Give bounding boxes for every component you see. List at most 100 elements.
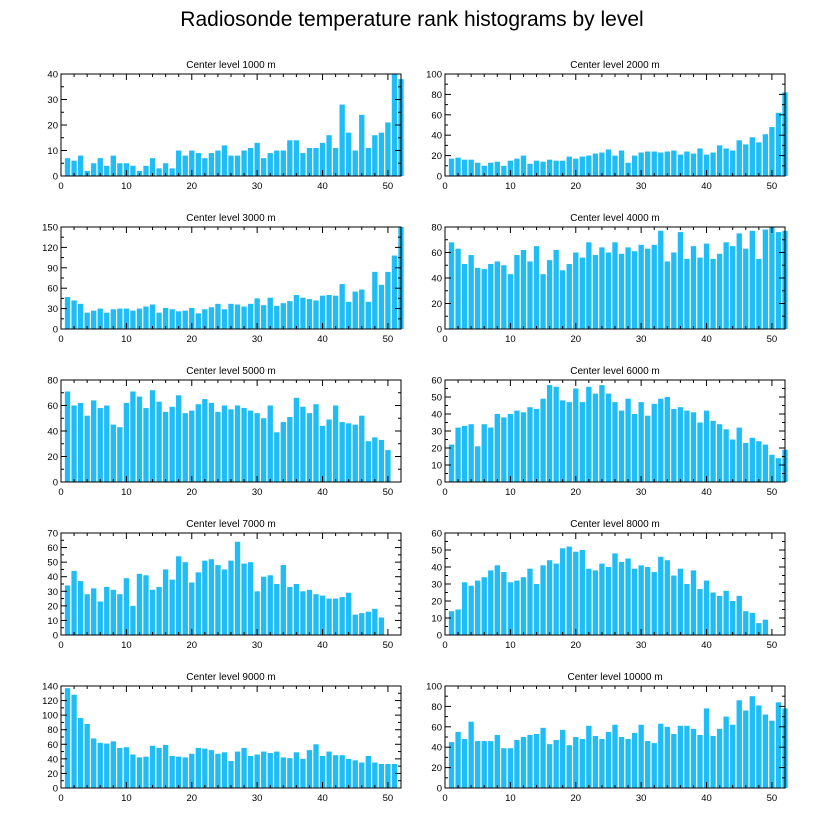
bar: [501, 165, 507, 176]
bar: [671, 408, 677, 482]
x-tick-label: 10: [505, 640, 516, 651]
y-tick-label: 140: [42, 682, 58, 693]
bar: [671, 575, 677, 635]
bar: [677, 407, 684, 482]
bar: [130, 605, 136, 635]
bar: [690, 728, 697, 788]
x-tick-label: 40: [701, 181, 712, 192]
panel-title: Center level 3000 m: [186, 213, 276, 224]
bar: [645, 741, 651, 788]
bar: [533, 160, 540, 176]
bar: [448, 242, 455, 329]
y-tick-label: 60: [47, 284, 58, 295]
bar: [130, 754, 136, 788]
panel-title: Center level 4000 m: [570, 213, 660, 224]
bar: [300, 591, 306, 635]
bar: [546, 744, 553, 788]
bar: [287, 416, 293, 482]
bar: [749, 230, 755, 329]
bar: [756, 258, 762, 329]
bar: [372, 762, 378, 788]
bar: [775, 702, 782, 788]
bar: [520, 577, 527, 635]
bar: [677, 232, 684, 329]
y-tick-label: 40: [47, 572, 58, 583]
x-tick-label: 20: [570, 181, 581, 192]
bar: [162, 411, 169, 482]
bar: [481, 165, 487, 176]
bar: [313, 744, 319, 788]
bar: [274, 584, 280, 635]
bar: [64, 297, 71, 329]
x-tick-label: 20: [186, 793, 197, 804]
bar: [91, 588, 97, 635]
bar: [664, 261, 670, 329]
bar: [234, 405, 241, 482]
bar: [573, 388, 579, 482]
y-tick-label: 80: [431, 90, 442, 101]
y-tick-label: 120: [42, 243, 58, 254]
bar: [638, 244, 644, 329]
bar: [475, 580, 481, 635]
bar: [136, 757, 143, 788]
bar: [359, 415, 365, 482]
bar: [130, 165, 136, 176]
bar: [579, 257, 585, 329]
bar: [247, 410, 254, 482]
bar: [110, 424, 116, 482]
bar: [540, 565, 546, 635]
bar: [339, 597, 345, 635]
bar: [64, 585, 71, 635]
bar: [64, 158, 71, 176]
bar: [77, 155, 84, 176]
bar: [448, 611, 455, 635]
bar: [618, 410, 625, 482]
histogram-panel-0: Center level 1000 m 0 10 20 30 40 50 0 10 20 30 40: [47, 60, 404, 192]
bar: [326, 751, 332, 788]
bar: [592, 153, 599, 176]
y-tick-label: 20: [431, 763, 442, 774]
x-tick-label: 0: [442, 334, 447, 345]
bar: [254, 142, 260, 176]
bar: [514, 410, 520, 482]
x-tick-label: 0: [58, 181, 63, 192]
bar: [77, 402, 84, 482]
histogram-panel-4: Center level 5000 m 0 10 20 30 40 50 0 20 40 60 80: [47, 366, 402, 498]
bar: [461, 159, 468, 176]
x-tick-label: 10: [121, 181, 132, 192]
bar: [359, 289, 365, 329]
x-tick-label: 50: [383, 487, 394, 498]
bar: [261, 158, 267, 176]
bar: [586, 242, 592, 329]
bar: [306, 750, 313, 788]
y-tick-label: 20: [431, 444, 442, 455]
bar: [684, 584, 690, 635]
bar: [507, 582, 514, 635]
bar: [540, 398, 546, 482]
y-tick-label: 50: [431, 393, 442, 404]
bar: [300, 297, 306, 329]
bar: [638, 152, 644, 176]
bar: [546, 159, 553, 176]
bar: [274, 150, 280, 176]
bar: [638, 724, 644, 788]
bar: [365, 147, 371, 176]
bar: [605, 149, 612, 176]
bar: [143, 408, 149, 482]
bar: [117, 594, 123, 635]
bar: [247, 303, 254, 329]
bar: [743, 611, 749, 635]
bar: [346, 758, 352, 788]
bar: [64, 688, 71, 788]
bar: [104, 586, 110, 635]
y-tick-label: 60: [431, 529, 442, 540]
bar: [756, 441, 762, 482]
bar: [723, 590, 729, 635]
bar: [592, 393, 599, 482]
bar: [527, 163, 533, 176]
bar: [448, 158, 455, 176]
bar: [287, 301, 293, 329]
bar: [481, 577, 487, 635]
x-tick-label: 30: [636, 334, 647, 345]
y-tick-label: 50: [431, 546, 442, 557]
